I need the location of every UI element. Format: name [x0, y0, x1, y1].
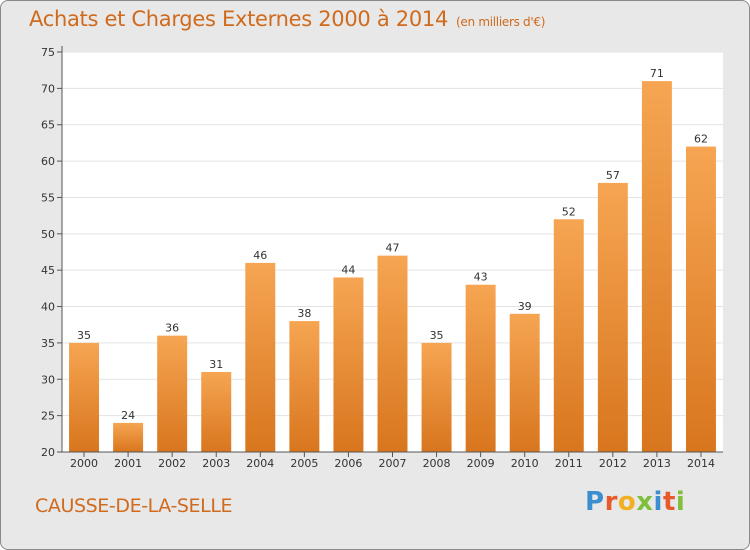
y-tick-label: 55 [41, 191, 55, 204]
bar [377, 255, 408, 452]
bar [641, 81, 672, 452]
x-tick-label: 2011 [555, 457, 583, 470]
y-tick-label: 50 [41, 228, 55, 241]
commune-name: CAUSSE-DE-LA-SELLE [35, 495, 233, 517]
y-tick-label: 70 [41, 82, 55, 95]
logo-letter: t [662, 487, 676, 517]
x-tick-label: 2009 [467, 457, 495, 470]
y-tick-label: 45 [41, 264, 55, 277]
bar-value-label: 24 [121, 409, 135, 422]
bar [333, 277, 364, 452]
bar [201, 372, 232, 452]
x-tick-label: 2013 [643, 457, 671, 470]
bar [509, 313, 540, 452]
y-tick-label: 40 [41, 301, 55, 314]
y-tick-label: 65 [41, 119, 55, 132]
bar-value-label: 39 [518, 300, 532, 313]
bar [289, 321, 320, 452]
x-tick-label: 2005 [290, 457, 318, 470]
bar [465, 284, 496, 452]
x-tick-label: 2014 [687, 457, 715, 470]
bar [157, 335, 188, 452]
bar-value-label: 44 [341, 263, 355, 276]
logo-letter: r [604, 487, 618, 517]
y-tick-label: 75 [41, 46, 55, 59]
x-tick-label: 2003 [202, 457, 230, 470]
chart-title: Achats et Charges Externes 2000 à 2014 (e… [29, 7, 545, 31]
bar [685, 146, 716, 452]
bar-value-label: 62 [694, 133, 708, 146]
bar-value-label: 38 [297, 307, 311, 320]
bar [113, 422, 144, 452]
bar-value-label: 43 [474, 271, 488, 284]
x-tick-label: 2000 [70, 457, 98, 470]
x-tick-label: 2008 [423, 457, 451, 470]
logo-letter: x [636, 487, 654, 517]
bar [245, 262, 276, 452]
bar-value-label: 71 [650, 67, 664, 80]
bar [553, 219, 584, 452]
bar-value-label: 35 [77, 329, 91, 342]
chart-subtitle: (en milliers d'€) [456, 15, 546, 29]
bar-value-label: 36 [165, 322, 179, 335]
x-tick-label: 2004 [246, 457, 274, 470]
bar [421, 342, 452, 452]
bar-value-label: 31 [209, 358, 223, 371]
x-tick-label: 2010 [511, 457, 539, 470]
logo-letter: i [675, 487, 686, 517]
logo-letter: i [653, 487, 663, 517]
bar-value-label: 35 [430, 329, 444, 342]
x-tick-label: 2002 [158, 457, 186, 470]
chart-title-text: Achats et Charges Externes 2000 à 2014 [29, 7, 449, 31]
x-tick-label: 2001 [114, 457, 142, 470]
bar-value-label: 52 [562, 205, 576, 218]
y-tick-label: 25 [41, 410, 55, 423]
bar [69, 342, 100, 452]
y-tick-label: 35 [41, 337, 55, 350]
bars-group: 35 24 36 31 46 38 44 47 35 43 39 52 57 71 62 [69, 67, 716, 452]
x-tick-label: 2006 [334, 457, 362, 470]
bar-value-label: 46 [253, 249, 267, 262]
x-tick-label: 2012 [599, 457, 627, 470]
logo-letter: P [585, 487, 605, 517]
y-tick-label: 60 [41, 155, 55, 168]
axes-group: 20 25 30 35 40 45 50 55 60 65 70 75 2000 2001 2002 2003… [41, 46, 723, 470]
x-tick-label: 2007 [379, 457, 407, 470]
proxiti-logo: Proxiti [585, 487, 685, 517]
bar-value-label: 57 [606, 169, 620, 182]
bar-value-label: 47 [386, 242, 400, 255]
y-tick-label: 30 [41, 373, 55, 386]
bar [597, 182, 628, 452]
logo-letter: o [617, 487, 637, 517]
y-tick-label: 20 [41, 446, 55, 459]
